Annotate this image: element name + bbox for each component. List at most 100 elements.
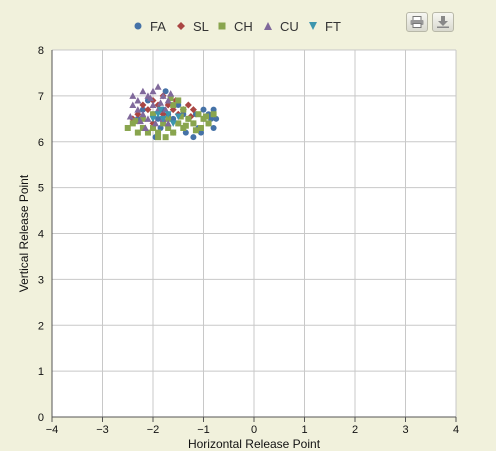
point-ch	[170, 102, 177, 109]
point-cu	[164, 119, 172, 127]
point-cu	[129, 92, 137, 99]
point-cu	[159, 92, 167, 99]
x-axis-title: Horizontal Release Point	[188, 437, 321, 451]
x-tick-label: 0	[251, 424, 257, 436]
x-tick-label: 3	[402, 424, 408, 436]
point-ft	[157, 106, 165, 114]
point-fa	[175, 102, 182, 109]
y-tick-label: 8	[38, 45, 44, 57]
point-cu	[154, 83, 162, 90]
point-fa	[208, 115, 215, 122]
download-icon	[437, 16, 449, 28]
point-ch	[139, 124, 146, 131]
point-ch	[165, 124, 172, 131]
x-tick-label: −3	[96, 424, 109, 436]
point-cu	[136, 117, 144, 125]
point-cu	[149, 101, 157, 109]
point-ch	[175, 97, 182, 104]
point-cu	[149, 87, 157, 95]
point-ft	[159, 115, 167, 123]
print-button[interactable]	[406, 12, 428, 32]
point-sl	[189, 106, 197, 114]
legend-item-fa[interactable]: FA	[132, 16, 166, 36]
point-ch	[150, 111, 156, 118]
legend-label-cu: CU	[280, 18, 299, 34]
point-ch	[185, 115, 192, 122]
point-ch	[197, 124, 204, 131]
point-ch	[192, 127, 199, 134]
point-ch	[124, 124, 131, 131]
point-ch	[162, 134, 169, 141]
y-tick-label: 0	[38, 412, 44, 424]
legend-marker-fa	[132, 20, 144, 32]
point-ch	[170, 129, 177, 136]
x-tick-label: −2	[147, 424, 160, 436]
point-ch	[203, 113, 210, 120]
point-cu	[144, 115, 152, 122]
legend-marker-sl	[175, 20, 187, 32]
point-fa	[155, 115, 162, 122]
y-tick-label: 4	[38, 229, 44, 241]
point-ch	[180, 106, 187, 113]
point-cu	[139, 110, 147, 118]
point-ch	[210, 111, 217, 118]
legend-marker-cu	[262, 20, 274, 32]
point-ch	[165, 115, 172, 122]
point-ch	[150, 124, 156, 131]
y-tick-label: 2	[38, 320, 44, 332]
legend-item-ch[interactable]: CH	[216, 16, 253, 36]
legend-label-ft: FT	[325, 18, 341, 34]
point-fa	[210, 124, 217, 131]
point-fa	[210, 106, 217, 113]
y-tick-label: 7	[38, 91, 44, 103]
point-ch	[182, 122, 189, 129]
point-ft	[169, 120, 177, 127]
point-cu	[126, 113, 134, 120]
point-ch	[167, 95, 174, 102]
point-fa	[162, 88, 169, 95]
point-cu	[152, 119, 160, 127]
y-tick-label: 3	[38, 274, 44, 286]
point-cu	[129, 101, 137, 109]
x-tick-label: 4	[453, 424, 459, 436]
x-tick-label: 2	[352, 424, 358, 436]
point-fa	[182, 129, 189, 136]
legend-item-cu[interactable]: CU	[262, 16, 299, 36]
printer-icon	[410, 16, 424, 28]
point-ch	[155, 134, 162, 141]
x-tick-label: 1	[301, 424, 307, 436]
point-cu	[134, 106, 142, 113]
point-ft	[154, 111, 162, 118]
point-sl	[184, 101, 192, 109]
x-tick-label: −4	[46, 424, 59, 436]
point-ch	[144, 129, 151, 136]
point-cu	[134, 96, 142, 104]
point-ch	[190, 120, 197, 127]
point-cu	[164, 96, 172, 104]
point-fa	[170, 115, 177, 122]
point-cu	[167, 90, 175, 97]
point-ft	[164, 111, 172, 118]
legend-label-sl: SL	[193, 18, 209, 34]
legend-label-fa: FA	[150, 18, 166, 34]
point-ft	[174, 113, 182, 121]
point-ft	[149, 115, 157, 123]
export-button[interactable]	[432, 12, 454, 32]
point-ch	[177, 113, 184, 120]
legend-item-ft[interactable]: FT	[307, 16, 341, 36]
y-axis-title: Vertical Release Point	[17, 174, 31, 292]
legend-marker-ft	[307, 20, 319, 32]
legend-label-ch: CH	[234, 18, 253, 34]
legend-marker-ch	[216, 20, 228, 32]
point-cu	[157, 99, 165, 106]
point-cu	[146, 94, 154, 102]
y-tick-label: 1	[38, 366, 44, 378]
legend-item-sl[interactable]: SL	[175, 16, 209, 36]
point-ch	[134, 129, 141, 136]
point-cu	[139, 87, 147, 95]
point-fa	[190, 134, 197, 141]
point-ch	[132, 118, 139, 125]
point-fa	[139, 106, 146, 113]
y-tick-label: 5	[38, 183, 44, 195]
point-ch	[195, 111, 202, 118]
